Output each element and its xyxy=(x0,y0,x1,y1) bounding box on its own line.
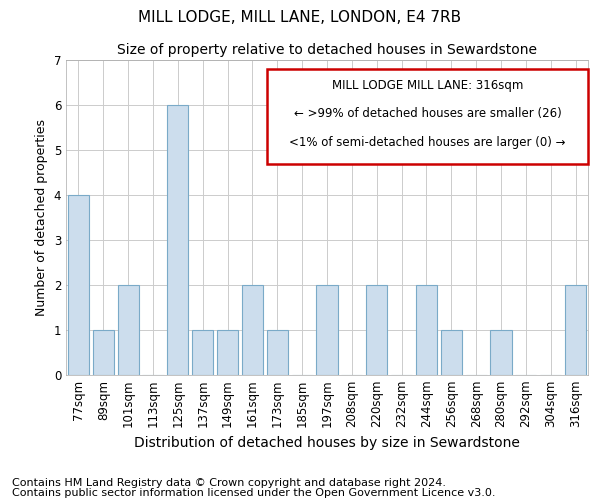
Bar xyxy=(441,330,462,375)
Text: MILL LODGE, MILL LANE, LONDON, E4 7RB: MILL LODGE, MILL LANE, LONDON, E4 7RB xyxy=(139,10,461,25)
Text: ← >99% of detached houses are smaller (26): ← >99% of detached houses are smaller (2… xyxy=(293,108,562,120)
Bar xyxy=(316,285,338,375)
Text: MILL LODGE MILL LANE: 316sqm: MILL LODGE MILL LANE: 316sqm xyxy=(332,79,523,92)
Title: Size of property relative to detached houses in Sewardstone: Size of property relative to detached ho… xyxy=(117,44,537,58)
Text: <1% of semi-detached houses are larger (0) →: <1% of semi-detached houses are larger (… xyxy=(289,136,566,148)
FancyBboxPatch shape xyxy=(267,70,588,164)
Bar xyxy=(167,105,188,375)
Bar xyxy=(68,195,89,375)
Bar xyxy=(267,330,288,375)
Bar xyxy=(490,330,512,375)
Bar xyxy=(565,285,586,375)
Bar xyxy=(93,330,114,375)
Text: Contains public sector information licensed under the Open Government Licence v3: Contains public sector information licen… xyxy=(12,488,496,498)
Y-axis label: Number of detached properties: Number of detached properties xyxy=(35,119,48,316)
Bar xyxy=(242,285,263,375)
Bar xyxy=(416,285,437,375)
Bar xyxy=(366,285,387,375)
Bar xyxy=(118,285,139,375)
Bar xyxy=(217,330,238,375)
Text: Contains HM Land Registry data © Crown copyright and database right 2024.: Contains HM Land Registry data © Crown c… xyxy=(12,478,446,488)
X-axis label: Distribution of detached houses by size in Sewardstone: Distribution of detached houses by size … xyxy=(134,436,520,450)
Bar xyxy=(192,330,213,375)
